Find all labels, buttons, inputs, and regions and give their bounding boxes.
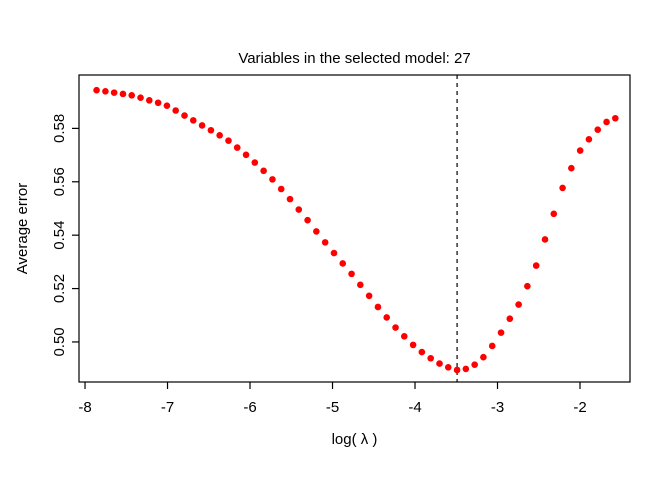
- data-point: [585, 136, 593, 143]
- data-point: [137, 94, 144, 101]
- data-point: [260, 167, 267, 175]
- x-tick-label: -2: [573, 399, 586, 416]
- data-point: [172, 107, 179, 114]
- data-point: [102, 87, 109, 95]
- data-point: [286, 195, 294, 203]
- data-point: [524, 282, 531, 290]
- data-point: [541, 236, 549, 243]
- data-point: [304, 216, 311, 224]
- data-point: [568, 164, 575, 172]
- data-point: [269, 176, 276, 183]
- x-tick-label: -3: [491, 399, 504, 416]
- data-point: [427, 354, 434, 362]
- y-tick-label: 0.56: [51, 167, 68, 196]
- data-point: [295, 206, 303, 213]
- plot-box: [78, 74, 631, 383]
- data-point: [506, 315, 514, 323]
- x-axis-label: log( λ ): [332, 431, 378, 448]
- data-point: [181, 112, 188, 119]
- y-tick-label: 0.50: [51, 327, 68, 356]
- plot-area: -8 -7 -6 -5 -4 -3 -2 0.50 0.52 0.54 0.56 0.58: [51, 74, 631, 416]
- data-point: [119, 90, 127, 98]
- data-point: [515, 301, 522, 308]
- x-tick-label: -4: [408, 399, 421, 416]
- data-point: [128, 91, 136, 99]
- data-point: [321, 239, 329, 246]
- x-tick-label: -5: [326, 399, 339, 416]
- data-point: [154, 99, 162, 107]
- data-point: [313, 228, 320, 235]
- data-point: [110, 89, 118, 96]
- x-tick-label: -8: [78, 399, 91, 416]
- data-point: [207, 126, 215, 134]
- data-point: [603, 118, 610, 126]
- chart-title: Variables in the selected model: 27: [238, 50, 470, 67]
- data-point: [488, 342, 496, 350]
- data-point: [462, 365, 470, 373]
- y-tick-label: 0.52: [51, 274, 68, 303]
- data-point: [453, 366, 461, 374]
- data-point: [436, 360, 443, 367]
- data-point: [233, 144, 241, 151]
- y-axis-label: Average error: [14, 183, 31, 274]
- data-point: [418, 348, 426, 356]
- data-point: [392, 324, 399, 331]
- data-point: [339, 260, 347, 267]
- data-point: [471, 361, 478, 368]
- data-point: [198, 122, 206, 129]
- data-point: [409, 341, 417, 349]
- data-point: [357, 281, 364, 289]
- data-point: [550, 210, 558, 218]
- data-point: [242, 151, 250, 159]
- data-point: [594, 126, 602, 134]
- data-point: [251, 159, 259, 166]
- data-point: [225, 137, 232, 144]
- data-point: [189, 117, 197, 124]
- data-point: [374, 303, 382, 311]
- x-tick-label: -7: [161, 399, 174, 416]
- y-tick-label: 0.54: [51, 221, 68, 250]
- data-point: [532, 262, 540, 269]
- data-point: [612, 114, 619, 122]
- data-point: [93, 86, 100, 94]
- data-point: [216, 132, 223, 139]
- data-point: [559, 184, 566, 192]
- data-point: [400, 333, 408, 340]
- data-point: [383, 314, 391, 321]
- data-point: [365, 292, 373, 300]
- data-point: [330, 249, 338, 257]
- x-tick-label: -6: [243, 399, 256, 416]
- data-point: [277, 185, 285, 193]
- data-point: [480, 353, 487, 361]
- y-tick-label: 0.58: [51, 114, 68, 143]
- data-point: [145, 97, 153, 104]
- data-point: [576, 147, 584, 154]
- data-point: [348, 270, 355, 278]
- data-point: [444, 364, 452, 371]
- data-point: [497, 329, 505, 336]
- data-point: [163, 102, 171, 109]
